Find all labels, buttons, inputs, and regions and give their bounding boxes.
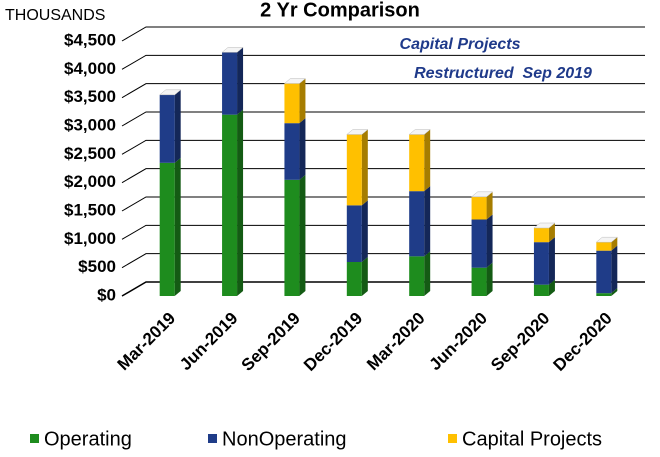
- bar-top: [283, 78, 307, 84]
- y-tick-label: $3,000: [64, 115, 116, 134]
- y-tick-label: $2,500: [64, 144, 116, 163]
- bar-side: [237, 109, 244, 297]
- annotation: Restructured Sep 2019: [414, 65, 592, 82]
- bar: [284, 123, 300, 180]
- grid-line: [121, 83, 645, 99]
- bar: [159, 94, 175, 163]
- bar: [409, 191, 425, 257]
- bar: [596, 242, 612, 251]
- legend-label: Operating: [44, 428, 132, 450]
- bar-side: [486, 191, 493, 220]
- legend-label: Capital Projects: [462, 428, 602, 450]
- bar-side: [548, 279, 555, 296]
- y-tick-label: $1,000: [64, 229, 116, 248]
- legend-swatch: [448, 434, 457, 443]
- bar-side: [611, 288, 618, 296]
- y-tick-label: $4,000: [64, 59, 116, 78]
- bar-side: [237, 47, 244, 115]
- bar: [222, 52, 238, 115]
- bar-side: [611, 237, 618, 251]
- legend-label: NonOperating: [222, 428, 347, 450]
- y-tick-label: $0: [97, 285, 116, 304]
- bar: [409, 134, 425, 192]
- bar: [409, 256, 425, 296]
- bar-side: [299, 78, 306, 124]
- grid-line: [121, 54, 645, 70]
- bar-side: [174, 157, 181, 296]
- chart-title: 2 Yr Comparison: [260, 0, 420, 21]
- bar-top: [470, 191, 494, 198]
- grid-line: [121, 168, 645, 184]
- grid-line: [121, 139, 645, 155]
- bar: [533, 284, 549, 296]
- bar-side: [548, 223, 555, 243]
- bar: [284, 83, 300, 124]
- bar: [533, 228, 549, 243]
- bar: [346, 262, 362, 296]
- bar-top: [158, 89, 182, 96]
- bar-side: [548, 237, 555, 285]
- y-tick-label: $1,500: [64, 200, 116, 219]
- bar-top: [408, 129, 431, 135]
- bar: [471, 219, 487, 268]
- y-tick-label: $4,500: [64, 30, 116, 49]
- legend-swatch: [30, 434, 39, 443]
- unit-label: THOUSANDS: [5, 7, 105, 24]
- legend: Operating NonOperating Capital Projects: [30, 428, 602, 450]
- y-tick-label: $2,000: [64, 172, 116, 191]
- bar-side: [486, 214, 493, 268]
- bar-side: [424, 251, 431, 296]
- legend-swatch: [208, 434, 217, 443]
- bar-side: [361, 129, 368, 206]
- bar-side: [361, 257, 368, 296]
- bar: [222, 114, 238, 297]
- bar-side: [424, 186, 431, 257]
- bar-side: [424, 129, 431, 192]
- bar-side: [299, 174, 306, 296]
- bar: [471, 267, 487, 296]
- bar: [159, 162, 175, 296]
- bar-side: [174, 89, 181, 163]
- bar: [596, 293, 612, 296]
- grid-line: [121, 26, 645, 42]
- bar-top: [346, 129, 369, 135]
- y-tick-label: $3,500: [64, 87, 116, 106]
- y-tick-label: $500: [78, 257, 116, 276]
- bar: [346, 134, 362, 206]
- bar-side: [299, 118, 306, 180]
- bar: [471, 196, 487, 220]
- bar-top: [533, 222, 556, 229]
- bar-side: [361, 200, 368, 262]
- bar: [533, 242, 549, 285]
- annotation: Capital Projects: [400, 36, 521, 53]
- bar-side: [486, 262, 493, 296]
- bar: [596, 250, 612, 294]
- bar: [284, 179, 300, 296]
- bar: [346, 205, 362, 262]
- bar-top: [221, 47, 244, 53]
- grid-line: [121, 111, 645, 127]
- bar-top: [595, 236, 619, 243]
- bars: Mar-2019Jun-2019Sep-2019Dec-2019Mar-2020…: [114, 47, 619, 375]
- bar-side: [611, 245, 618, 294]
